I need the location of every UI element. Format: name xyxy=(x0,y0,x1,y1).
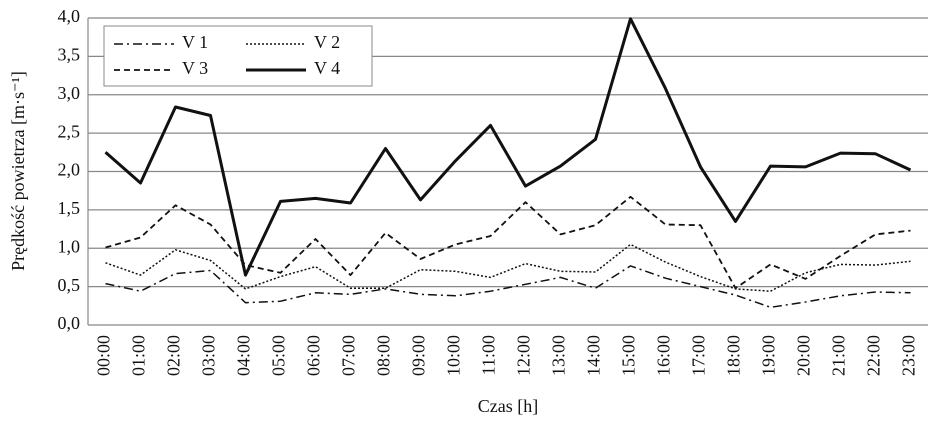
x-tick-label: 22:00 xyxy=(864,335,884,376)
legend-label: V 2 xyxy=(314,32,340,52)
x-tick-label: 02:00 xyxy=(164,335,184,376)
x-tick-label: 07:00 xyxy=(339,335,359,376)
series-line xyxy=(105,265,911,309)
x-tick-label: 17:00 xyxy=(689,335,709,376)
series-line xyxy=(105,195,911,290)
x-tick-label: 21:00 xyxy=(829,335,849,376)
x-tick-label: 12:00 xyxy=(514,335,534,376)
y-tick-label: 3,5 xyxy=(58,45,81,65)
legend: V 1 V 2 V 3 V 4 xyxy=(103,25,373,87)
x-tick-label: 14:00 xyxy=(584,335,604,376)
legend-label: V 1 xyxy=(182,32,208,52)
y-axis-label: Prędkość powietrza [m·s⁻¹] xyxy=(8,71,28,271)
x-tick-label: 13:00 xyxy=(549,335,569,376)
x-tick-label: 16:00 xyxy=(654,335,674,376)
x-tick-label: 19:00 xyxy=(759,335,779,376)
x-tick-label: 04:00 xyxy=(234,335,254,376)
y-tick-label: 4,0 xyxy=(58,6,81,26)
x-tick-label: 23:00 xyxy=(899,335,919,376)
x-tick-label: 20:00 xyxy=(794,335,814,376)
y-tick-label: 0,5 xyxy=(58,275,81,295)
legend-label: V 4 xyxy=(314,58,340,78)
x-tick-label: 06:00 xyxy=(304,335,324,376)
y-tick-label: 1,5 xyxy=(58,198,81,218)
y-tick-label: 0,0 xyxy=(58,313,81,333)
x-tick-label: 03:00 xyxy=(199,335,219,376)
x-tick-label: 00:00 xyxy=(94,335,114,376)
y-tick-label: 2,5 xyxy=(58,121,81,141)
x-tick-label: 10:00 xyxy=(444,335,464,376)
x-tick-label: 15:00 xyxy=(619,335,639,376)
y-tick-label: 2,0 xyxy=(58,160,81,180)
series-line xyxy=(105,243,911,292)
x-tick-label: 09:00 xyxy=(409,335,429,376)
x-axis-label: Czas [h] xyxy=(478,396,538,416)
series-line xyxy=(104,17,912,277)
x-tick-label: 18:00 xyxy=(724,335,744,376)
y-tick-label: 1,0 xyxy=(58,236,81,256)
x-tick-label: 01:00 xyxy=(129,335,149,376)
x-tick-label: 05:00 xyxy=(269,335,289,376)
y-tick-label: 3,0 xyxy=(58,83,81,103)
x-tick-label: 11:00 xyxy=(479,335,499,375)
x-tick-label: 08:00 xyxy=(374,335,394,376)
legend-box xyxy=(103,25,373,87)
legend-label: V 3 xyxy=(182,58,208,78)
